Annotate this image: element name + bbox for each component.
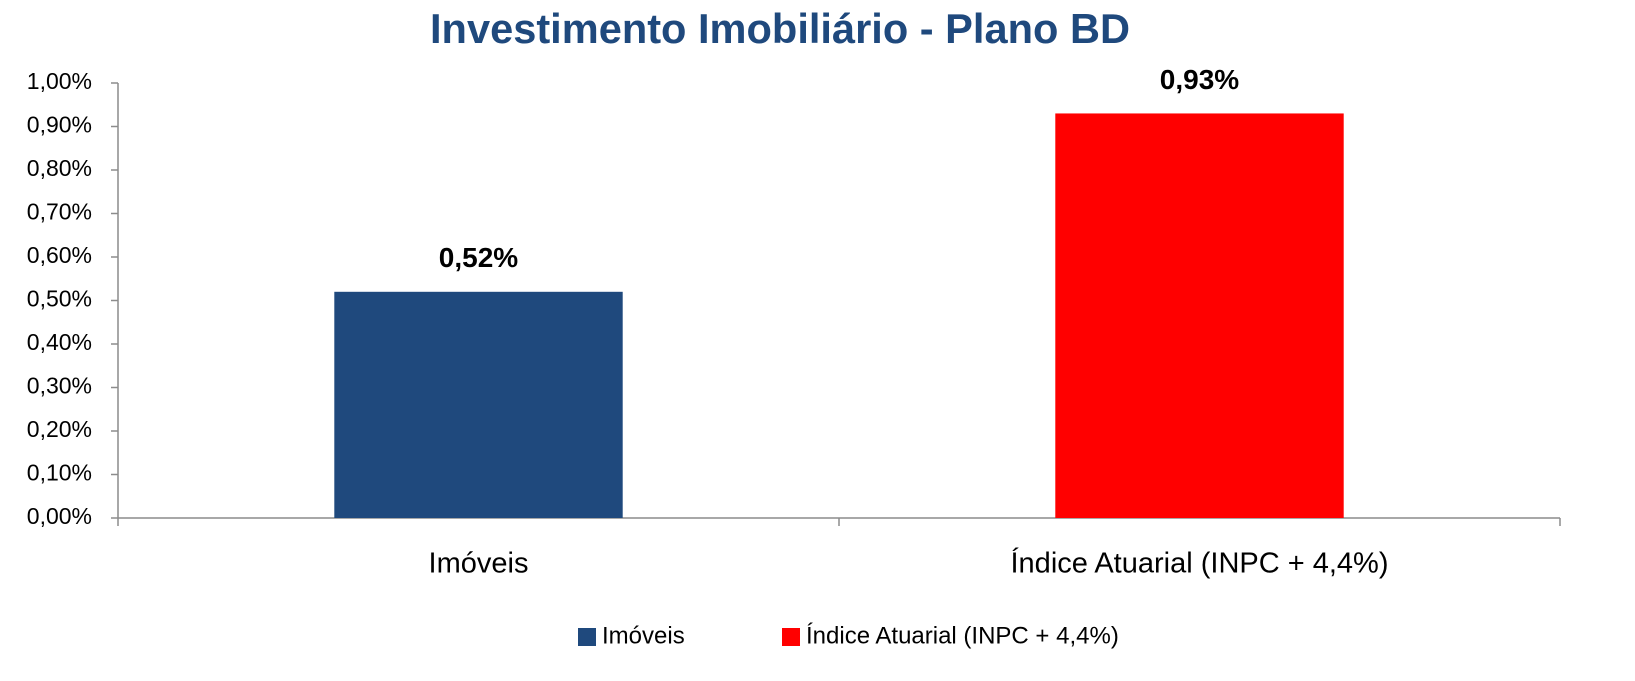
y-tick-label: 0,50% [27,286,92,312]
y-tick-label: 0,90% [27,112,92,138]
y-tick-label: 0,70% [27,199,92,225]
y-tick-label: 0,20% [27,416,92,442]
y-tick-label: 0,60% [27,242,92,268]
y-tick-label: 0,10% [27,460,92,486]
legend-swatch [578,628,596,646]
y-tick-label: 1,00% [27,68,92,94]
bar [334,291,623,518]
y-tick-label: 0,80% [27,155,92,181]
chart-title: Investimento Imobiliário - Plano BD [430,5,1130,52]
legend-label: Índice Atuarial (INPC + 4,4%) [806,622,1119,649]
bar [1055,113,1344,518]
x-tick-label: Imóveis [429,548,529,580]
value-label: 0,52% [439,242,518,273]
y-tick-label: 0,30% [27,373,92,399]
y-tick-label: 0,00% [27,503,92,529]
y-tick-label: 0,40% [27,329,92,355]
value-label: 0,93% [1160,64,1239,95]
legend-label: Imóveis [602,622,685,649]
x-tick-label: Índice Atuarial (INPC + 4,4%) [1011,547,1389,580]
legend-swatch [782,628,800,646]
